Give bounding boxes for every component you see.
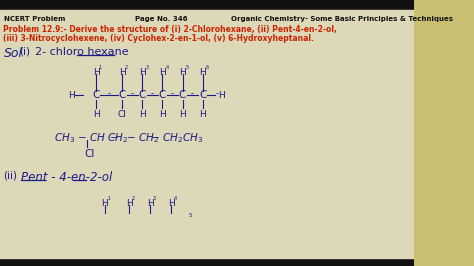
Text: -: - [131, 89, 134, 98]
Text: C: C [118, 90, 126, 100]
Text: H: H [159, 110, 166, 119]
Text: -: - [171, 89, 174, 98]
Text: -: - [80, 90, 83, 100]
Text: C: C [92, 90, 100, 100]
Text: H: H [139, 110, 146, 119]
Text: H: H [139, 68, 146, 77]
Text: $-\ CH_2$: $-\ CH_2$ [126, 131, 159, 145]
Text: H: H [179, 110, 186, 119]
Text: H: H [179, 68, 186, 77]
Text: -: - [191, 89, 194, 98]
Text: H: H [219, 90, 225, 99]
Text: NCERT Problem: NCERT Problem [4, 16, 66, 22]
Text: H: H [119, 68, 126, 77]
Text: H: H [126, 199, 133, 208]
Bar [0, 258, 414, 266]
Text: 2- chloro hexane: 2- chloro hexane [35, 47, 128, 57]
Text: Pent - 4-en-2-ol: Pent - 4-en-2-ol [21, 171, 112, 184]
Text: H: H [93, 68, 100, 77]
Text: H: H [68, 90, 75, 99]
Text: H: H [168, 199, 174, 208]
Bar [0, 0, 414, 10]
Text: C: C [199, 90, 206, 100]
Text: Cl: Cl [118, 110, 127, 119]
Text: H: H [101, 199, 108, 208]
Text: 2: 2 [125, 65, 128, 70]
Text: C: C [139, 90, 146, 100]
Text: H: H [93, 110, 100, 119]
Text: (iii) 3-Nitrocyclohexene, (iv) Cyclohex-2-en-1-ol, (v) 6-Hydroxyheptanal.: (iii) 3-Nitrocyclohexene, (iv) Cyclohex-… [3, 34, 314, 43]
Text: $CH_3$: $CH_3$ [54, 131, 75, 145]
Text: 5: 5 [185, 65, 189, 70]
Text: 3: 3 [145, 65, 148, 70]
Text: C: C [179, 90, 186, 100]
Text: $-\ CH\ -$: $-\ CH\ -$ [77, 131, 119, 143]
Text: -: - [215, 89, 218, 98]
Text: Sol: Sol [3, 47, 22, 60]
Text: (i): (i) [19, 47, 30, 57]
Text: Organic Chemistry- Some Basic Principles & Techniques: Organic Chemistry- Some Basic Principles… [231, 16, 454, 22]
Text: C: C [159, 90, 166, 100]
Text: 5: 5 [189, 213, 192, 218]
Text: 1: 1 [108, 196, 111, 201]
Text: Cl: Cl [85, 149, 95, 159]
Text: H: H [147, 199, 154, 208]
Text: 3: 3 [153, 196, 156, 201]
Text: -: - [151, 89, 154, 98]
Text: H: H [199, 68, 206, 77]
Text: 4: 4 [174, 196, 177, 201]
Text: 2: 2 [132, 196, 135, 201]
Text: 1: 1 [99, 65, 102, 70]
Text: H: H [159, 68, 166, 77]
Text: Problem 12.9:- Derive the structure of (i) 2-Chlorohexane, (ii) Pent-4-en-2-ol,: Problem 12.9:- Derive the structure of (… [3, 25, 337, 34]
Text: Page No. 346: Page No. 346 [136, 16, 188, 22]
Text: 4: 4 [165, 65, 168, 70]
Text: 6: 6 [205, 65, 209, 70]
Text: (ii): (ii) [3, 171, 18, 181]
Text: H: H [199, 110, 206, 119]
Text: $-\ CH_2CH_3$: $-\ CH_2CH_3$ [150, 131, 203, 145]
Text: -: - [108, 89, 110, 98]
Text: $CH_2$: $CH_2$ [107, 131, 128, 145]
